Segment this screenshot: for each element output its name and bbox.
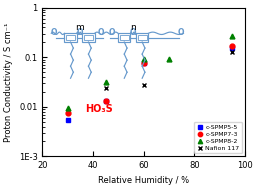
Y-axis label: Proton Conductivity / S cm⁻¹: Proton Conductivity / S cm⁻¹ <box>4 22 13 142</box>
c-SPMP8-2 <box>231 35 234 37</box>
c-SPMP7-3 <box>104 100 107 102</box>
c-SPMP5-5 <box>66 119 69 121</box>
Line: Nafion 117: Nafion 117 <box>103 50 235 90</box>
Line: c-SPMP8-2: c-SPMP8-2 <box>65 33 235 110</box>
c-SPMP7-3 <box>142 61 145 64</box>
c-SPMP5-5 <box>104 100 107 102</box>
c-SPMP8-2 <box>168 58 171 60</box>
Line: c-SPMP7-3: c-SPMP7-3 <box>65 43 235 115</box>
Nafion 117 <box>231 51 234 53</box>
c-SPMP5-5 <box>142 62 145 65</box>
c-SPMP8-2 <box>142 58 145 60</box>
c-SPMP8-2 <box>104 81 107 83</box>
X-axis label: Relative Humidity / %: Relative Humidity / % <box>98 176 189 185</box>
Text: HO₃S: HO₃S <box>85 104 113 114</box>
c-SPMP5-5 <box>231 47 234 49</box>
c-SPMP7-3 <box>66 112 69 114</box>
Line: c-SPMP5-5: c-SPMP5-5 <box>65 45 235 122</box>
Legend: c-SPMP5-5, c-SPMP7-3, c-SPMP8-2, Nafion 117: c-SPMP5-5, c-SPMP7-3, c-SPMP8-2, Nafion … <box>194 122 242 153</box>
Nafion 117 <box>104 87 107 89</box>
c-SPMP8-2 <box>66 107 69 109</box>
Nafion 117 <box>142 84 145 86</box>
c-SPMP7-3 <box>231 45 234 47</box>
